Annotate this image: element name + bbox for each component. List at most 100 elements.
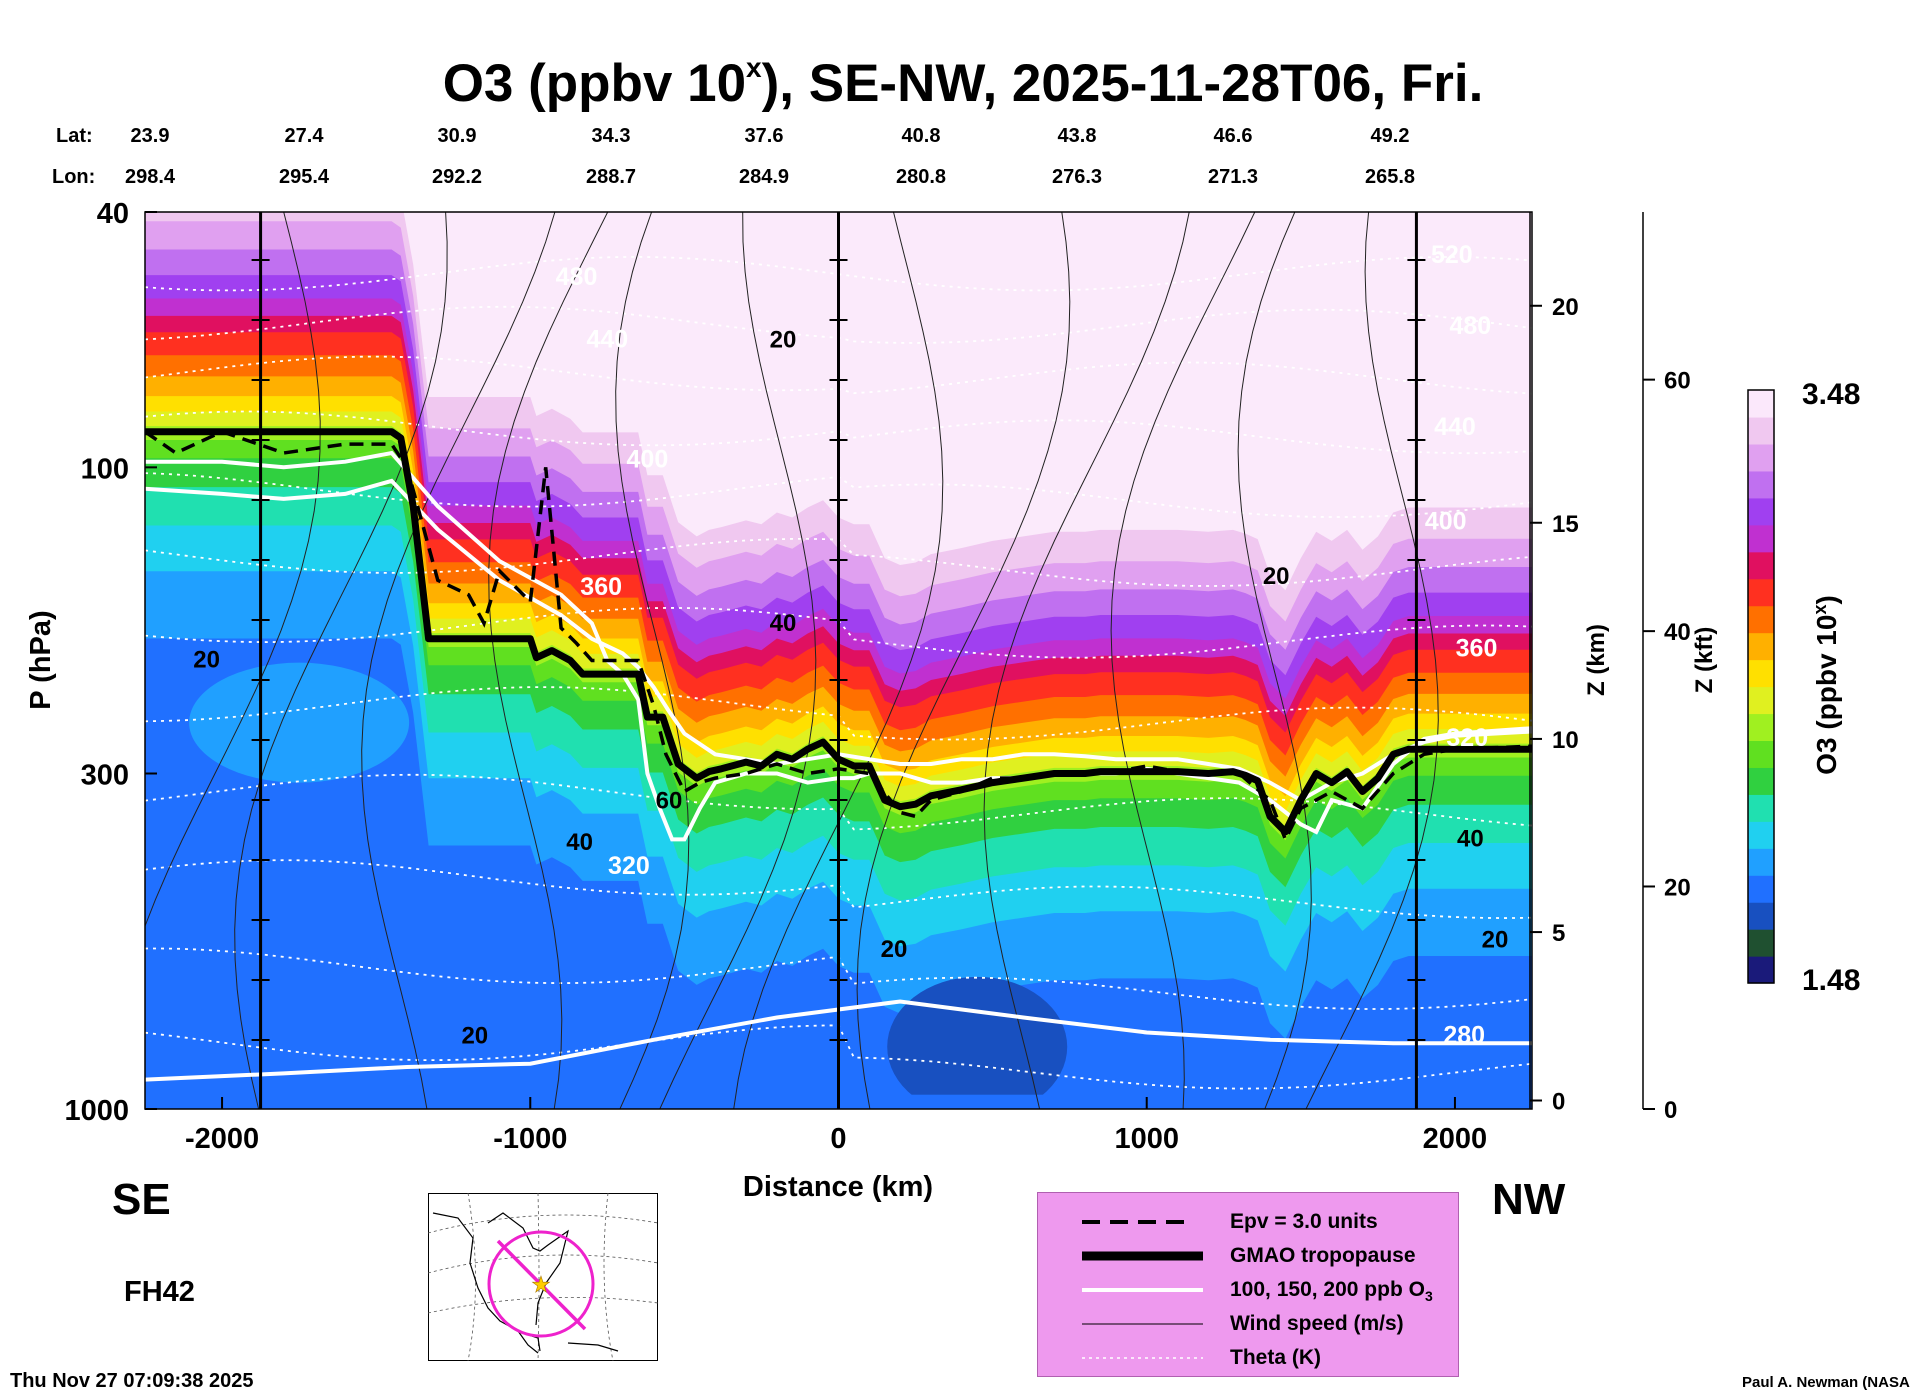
wind-contour <box>1237 212 1312 1109</box>
wind-label: 20 <box>1482 926 1509 953</box>
credit: Paul A. Newman (NASA <box>1742 1374 1910 1391</box>
colorbar-swatch <box>1748 659 1774 688</box>
wind-contour <box>234 212 448 1109</box>
lon-value: 280.8 <box>895 166 947 188</box>
wind-label: 60 <box>656 787 683 814</box>
x-tick-label: -2000 <box>185 1123 259 1155</box>
colorbar-swatch <box>1748 524 1774 553</box>
theta-label: 400 <box>1425 508 1467 536</box>
wind-label: 20 <box>461 1022 488 1049</box>
wind-label: 20 <box>881 936 908 963</box>
wind-contour <box>983 212 1190 1109</box>
colorbar-swatch <box>1748 848 1774 876</box>
zkft-axis-label: Z (kft) <box>1691 627 1718 694</box>
wind-label: 20 <box>770 326 797 353</box>
forecast-hour: FH42 <box>124 1276 195 1308</box>
wind-contour <box>1305 212 1439 1109</box>
zkm-tick-label: 10 <box>1552 727 1579 754</box>
ozone-low-pocket <box>887 976 1068 1109</box>
zkm-tick-label: 5 <box>1552 920 1565 947</box>
zkft-tick-label: 0 <box>1664 1097 1677 1124</box>
coastline <box>432 1212 619 1354</box>
legend-item-ozone: 100, 150, 200 ppb O3 <box>1230 1278 1433 1305</box>
y-tick-label: 300 <box>81 759 129 791</box>
lat-value: 27.4 <box>284 125 324 147</box>
zkm-axis-label: Z (km) <box>1583 624 1610 696</box>
tropopause-line <box>145 428 1532 836</box>
zkft-tick-label: 60 <box>1664 368 1691 395</box>
lat-value: 30.9 <box>437 125 477 147</box>
lat-value: 46.6 <box>1213 125 1253 147</box>
lon-value: 271.3 <box>1207 166 1259 188</box>
colorbar-swatch <box>1748 956 1774 984</box>
lon-value: 288.7 <box>585 166 637 188</box>
theta-label: 520 <box>1431 241 1473 269</box>
colorbar-swatch <box>1748 390 1774 418</box>
colorbar-swatch <box>1748 605 1774 634</box>
legend-item-theta: Theta (K) <box>1230 1346 1321 1369</box>
zkm-tick-label: 20 <box>1552 294 1579 321</box>
colorbar-swatch <box>1748 551 1774 580</box>
lat-label: Lat: <box>56 125 93 147</box>
colorbar-swatch <box>1748 578 1774 607</box>
chart-title: O3 (ppbv 10x), SE-NW, 2025-11-28T06, Fri… <box>442 52 1484 113</box>
x-tick-label: -1000 <box>493 1123 567 1155</box>
locator-circle <box>487 1230 595 1338</box>
zkm-tick-label: 15 <box>1552 511 1579 538</box>
nw-label: NW <box>1492 1175 1566 1224</box>
wind-label: 20 <box>1263 563 1290 590</box>
lon-value: 295.4 <box>278 166 330 188</box>
colorbar-swatch <box>1748 821 1774 849</box>
ozone-low-pocket <box>189 662 410 783</box>
lon-value: 298.4 <box>124 166 176 188</box>
ozone-band <box>145 638 1532 1109</box>
wind-label: 40 <box>566 829 593 856</box>
legend-swatches <box>1082 1220 1203 1359</box>
colorbar-swatch <box>1748 875 1774 903</box>
colorbar-swatch <box>1748 767 1774 795</box>
colorbar-title: O3 (ppbv 10x) <box>1810 595 1842 775</box>
theta-label: 440 <box>586 325 628 353</box>
theta-label: 480 <box>1449 312 1491 340</box>
theta-label: 320 <box>1446 724 1488 752</box>
lat-value: 23.9 <box>130 125 170 147</box>
zkm-tick-label: 0 <box>1552 1089 1565 1116</box>
y-tick-label: 100 <box>81 453 129 485</box>
timestamp: Thu Nov 27 07:09:38 2025 <box>10 1370 254 1392</box>
colorbar-swatch <box>1748 740 1774 768</box>
colorbar-max-label: 3.48 <box>1802 378 1861 411</box>
transect-line <box>496 1239 587 1331</box>
lon-value: 276.3 <box>1051 166 1103 188</box>
colorbar-swatch <box>1748 443 1774 472</box>
legend: Epv = 3.0 units GMAO tropopause 100, 150… <box>1037 1192 1459 1377</box>
wind-contour <box>733 212 944 1109</box>
wind-contour <box>488 212 609 1109</box>
wind-label: 40 <box>770 610 797 637</box>
wind-label: 40 <box>1457 826 1484 853</box>
legend-item-wind: Wind speed (m/s) <box>1230 1312 1404 1335</box>
theta-label: 360 <box>580 573 622 601</box>
y-tick-label: 1000 <box>64 1095 129 1127</box>
colorbar-swatch <box>1748 902 1774 930</box>
colorbar-swatch <box>1748 794 1774 822</box>
legend-item-tropopause: GMAO tropopause <box>1230 1244 1416 1267</box>
y-tick-label: 40 <box>97 198 129 230</box>
lat-value: 49.2 <box>1370 125 1410 147</box>
lat-value: 40.8 <box>901 125 941 147</box>
se-label: SE <box>112 1175 171 1224</box>
colorbar-min-label: 1.48 <box>1802 964 1861 997</box>
wind-label: 20 <box>193 646 220 673</box>
center-star: ★ <box>531 1272 551 1297</box>
theta-label: 360 <box>1456 634 1498 662</box>
zkft-tick-label: 40 <box>1664 619 1691 646</box>
colorbar-frame <box>1747 389 1775 984</box>
legend-item-epv: Epv = 3.0 units <box>1230 1210 1378 1233</box>
wind-contour <box>361 212 556 1109</box>
lat-value: 34.3 <box>591 125 631 147</box>
colorbar-swatch <box>1748 632 1774 661</box>
lon-value: 292.2 <box>431 166 483 188</box>
wind-contour <box>856 212 1071 1109</box>
lon-value: 265.8 <box>1364 166 1416 188</box>
theta-label: 320 <box>608 852 650 880</box>
